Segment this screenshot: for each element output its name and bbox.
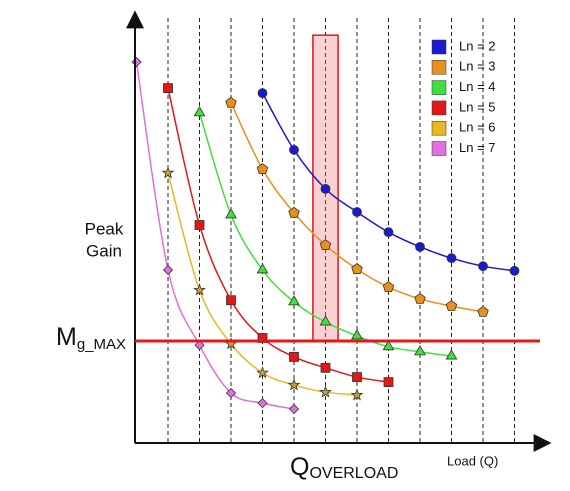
marker — [289, 351, 299, 362]
marker — [288, 295, 300, 306]
marker — [225, 208, 237, 219]
marker — [256, 163, 269, 175]
marker — [257, 333, 268, 343]
marker — [225, 387, 237, 399]
marker — [382, 281, 395, 293]
legend-label: Ln = 5 — [459, 99, 496, 114]
legend-label: Ln = 7 — [459, 140, 496, 155]
marker — [414, 345, 426, 356]
marker — [477, 305, 489, 317]
marker — [351, 263, 363, 274]
marker — [445, 300, 458, 311]
marker — [320, 362, 331, 373]
marker — [509, 265, 520, 276]
y-label: Gain — [86, 241, 122, 260]
marker — [351, 329, 363, 340]
q-overload-sub: OVERLOAD — [309, 465, 398, 482]
marker — [161, 166, 175, 179]
legend-swatch — [431, 39, 447, 55]
mg-max-sub: g_MAX — [77, 336, 126, 353]
marker — [226, 295, 236, 306]
marker — [257, 88, 268, 99]
marker — [352, 372, 362, 382]
marker — [193, 283, 206, 296]
marker — [256, 366, 269, 379]
legend-swatch — [431, 100, 447, 116]
marker — [445, 349, 458, 360]
marker — [415, 241, 425, 252]
legend-swatch — [431, 80, 447, 95]
marker — [256, 263, 269, 274]
marker — [162, 264, 174, 276]
legend-label: Ln = 4 — [459, 79, 496, 94]
series-line — [135, 61, 295, 410]
marker — [193, 106, 206, 117]
marker — [225, 96, 237, 108]
legend-swatch — [431, 141, 447, 156]
marker — [163, 83, 173, 93]
q-overload-main: Q — [290, 453, 309, 481]
marker — [478, 261, 488, 272]
legend: Ln = 2 Ln = 3 Ln = 4 Ln = 5 Ln = 6 Ln = 7 — [431, 38, 496, 156]
series-markers — [131, 56, 520, 415]
legend-swatch — [431, 60, 447, 75]
marker — [414, 292, 426, 304]
marker — [320, 183, 331, 194]
marker — [288, 206, 300, 218]
marker — [319, 315, 332, 326]
legend-label: Ln = 6 — [459, 120, 496, 135]
mg-max-main: M — [56, 323, 77, 351]
marker — [257, 398, 268, 409]
x-label: Load (Q) — [447, 453, 498, 468]
marker — [319, 239, 332, 251]
marker — [194, 340, 205, 351]
y-label: Peak — [85, 219, 124, 238]
marker — [194, 220, 205, 230]
marker — [350, 388, 364, 401]
marker — [383, 377, 394, 388]
marker — [287, 378, 301, 391]
mg-max-label: Mg_MAX — [56, 323, 126, 353]
marker — [288, 403, 300, 415]
q-overload-label: QOVERLOAD — [290, 453, 398, 483]
marker — [446, 253, 457, 264]
marker — [289, 144, 299, 155]
marker — [319, 385, 332, 398]
marker — [131, 56, 142, 68]
legend-label: Ln = 2 — [459, 38, 496, 53]
marker — [382, 340, 395, 351]
legend-swatch — [431, 120, 447, 136]
marker — [352, 207, 362, 217]
marker — [383, 227, 394, 238]
legend-label: Ln = 3 — [459, 59, 496, 74]
